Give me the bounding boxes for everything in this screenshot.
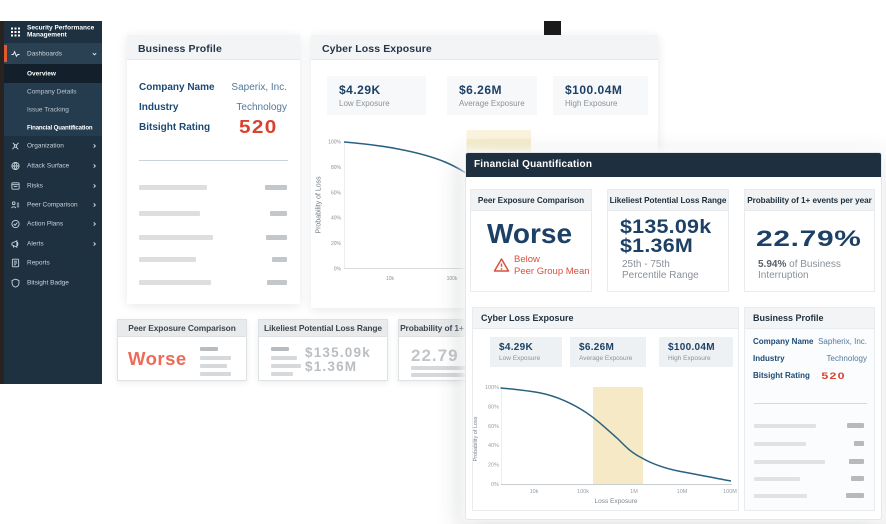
svg-text:10M: 10M <box>677 489 688 495</box>
svg-text:100%: 100% <box>328 140 341 146</box>
svg-text:0%: 0% <box>334 267 342 273</box>
svg-text:100%: 100% <box>485 385 499 391</box>
svg-text:Loss Exposure: Loss Exposure <box>595 498 638 505</box>
svg-text:80%: 80% <box>488 404 499 410</box>
svg-text:100k: 100k <box>577 489 589 495</box>
svg-text:10k: 10k <box>530 489 539 495</box>
svg-text:100M: 100M <box>723 489 737 495</box>
svg-text:0%: 0% <box>491 482 499 488</box>
svg-text:20%: 20% <box>331 241 342 247</box>
svg-text:80%: 80% <box>331 165 342 171</box>
svg-text:100k: 100k <box>447 276 458 282</box>
svg-text:Probability of Loss: Probability of Loss <box>473 416 479 461</box>
svg-text:1M: 1M <box>630 489 638 495</box>
svg-text:Probability of Loss: Probability of Loss <box>316 176 323 234</box>
svg-text:10k: 10k <box>386 276 395 282</box>
svg-text:40%: 40% <box>488 443 499 449</box>
svg-text:40%: 40% <box>331 216 342 222</box>
svg-text:20%: 20% <box>488 463 499 469</box>
svg-text:60%: 60% <box>488 424 499 430</box>
svg-text:60%: 60% <box>331 190 342 196</box>
